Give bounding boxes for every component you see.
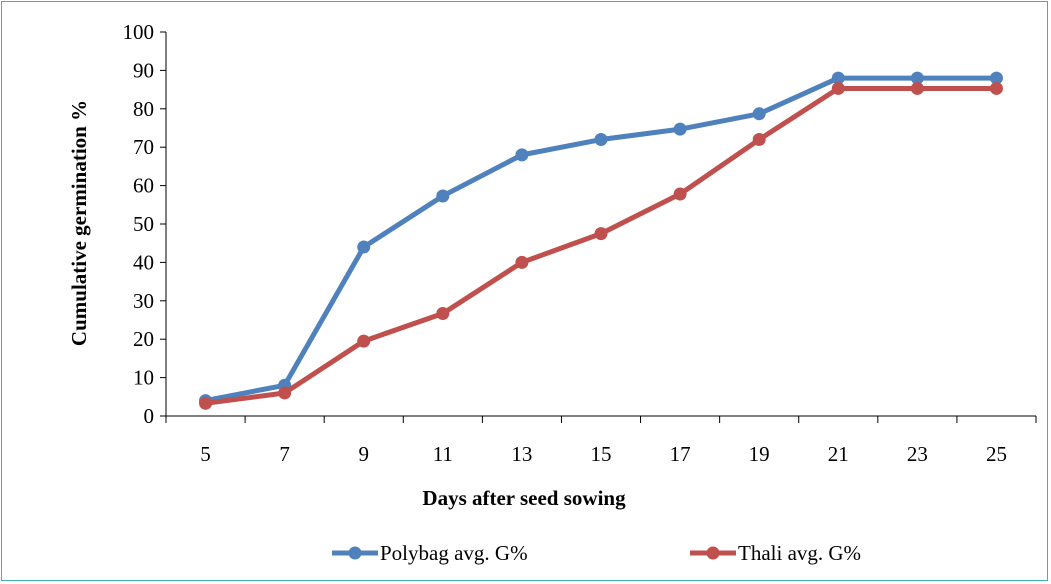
y-axis-ticks: 0 10 20 30 40 50 60 70 80 90 100 bbox=[123, 20, 166, 428]
series-2-point bbox=[989, 81, 1003, 95]
series-2-point bbox=[436, 306, 450, 320]
y-tick-label: 100 bbox=[123, 20, 155, 44]
y-tick-label: 0 bbox=[144, 404, 155, 428]
legend-marker-2 bbox=[706, 546, 720, 560]
y-tick-label: 30 bbox=[133, 289, 154, 313]
x-tick-label: 21 bbox=[828, 442, 849, 466]
y-axis-title: Cumulative germination % bbox=[67, 100, 91, 346]
series-2-point bbox=[515, 255, 529, 269]
series-1-point bbox=[831, 71, 845, 85]
y-tick-label: 40 bbox=[133, 250, 154, 274]
x-axis-title: Days after seed sowing bbox=[422, 486, 626, 510]
legend-marker-1 bbox=[348, 546, 362, 560]
legend-label-1: Polybag avg. G% bbox=[380, 541, 528, 565]
series-2-point bbox=[594, 227, 608, 241]
series-2-point bbox=[752, 133, 766, 147]
x-axis-ticks: 5 7 9 11 13 15 17 19 21 23 25 bbox=[165, 416, 1037, 466]
series-lines bbox=[199, 71, 1003, 410]
y-tick-label: 80 bbox=[133, 97, 154, 121]
x-tick-label: 13 bbox=[511, 442, 532, 466]
legend-label-2: Thali avg. G% bbox=[738, 541, 861, 565]
x-tick-label: 7 bbox=[279, 442, 290, 466]
x-tick-label: 23 bbox=[907, 442, 928, 466]
y-tick-label: 90 bbox=[133, 58, 154, 82]
series-1-point bbox=[357, 240, 371, 254]
y-tick-label: 10 bbox=[133, 366, 154, 390]
series-2-point bbox=[910, 81, 924, 95]
y-tick-label: 50 bbox=[133, 212, 154, 236]
series-1-point bbox=[673, 122, 687, 136]
series-1-point bbox=[910, 71, 924, 85]
x-tick-label: 17 bbox=[670, 442, 691, 466]
series-1-point bbox=[436, 189, 450, 203]
x-tick-label: 25 bbox=[986, 442, 1007, 466]
series-2-point bbox=[278, 386, 292, 400]
series-1-point bbox=[515, 148, 529, 162]
series-2-point bbox=[199, 396, 213, 410]
series-1-point bbox=[594, 133, 608, 147]
x-tick-label: 19 bbox=[749, 442, 770, 466]
legend: Polybag avg. G% Thali avg. G% bbox=[332, 541, 861, 565]
series-1-point bbox=[989, 71, 1003, 85]
series-2-point bbox=[357, 334, 371, 348]
x-tick-label: 9 bbox=[358, 442, 369, 466]
y-tick-label: 20 bbox=[133, 327, 154, 351]
y-tick-label: 70 bbox=[133, 135, 154, 159]
series-1-point bbox=[752, 107, 766, 121]
x-tick-label: 11 bbox=[433, 442, 453, 466]
series-2-point bbox=[831, 81, 845, 95]
x-tick-label: 5 bbox=[200, 442, 211, 466]
y-tick-label: 60 bbox=[133, 174, 154, 198]
x-tick-label: 15 bbox=[591, 442, 612, 466]
series-2-point bbox=[673, 187, 687, 201]
